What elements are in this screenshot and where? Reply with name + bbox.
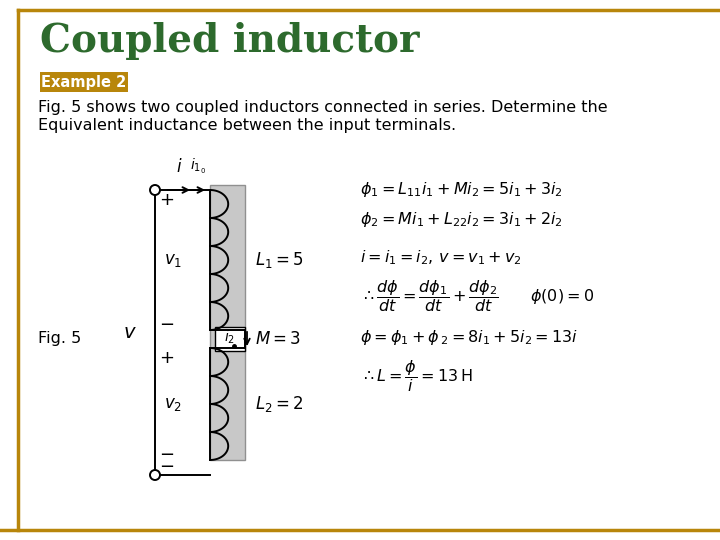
Text: $i_2$: $i_2$ [225, 328, 235, 346]
Text: $\phi_1 = L_{11}i_1 + Mi_2 = 5i_1 + 3i_2$: $\phi_1 = L_{11}i_1 + Mi_2 = 5i_1 + 3i_2… [360, 180, 563, 199]
Text: $i_{1_0}$: $i_{1_0}$ [190, 157, 206, 176]
Text: Fig. 5: Fig. 5 [38, 332, 81, 347]
Text: $\phi_2 = Mi_1 + L_{22}i_2 = 3i_1 + 2i_2$: $\phi_2 = Mi_1 + L_{22}i_2 = 3i_1 + 2i_2… [360, 210, 563, 229]
Text: Coupled inductor: Coupled inductor [40, 22, 420, 60]
Text: $L_2 = 2$: $L_2 = 2$ [255, 394, 304, 414]
Text: $i = i_1 = i_2,\, v = v_1 + v_2$: $i = i_1 = i_2,\, v = v_1 + v_2$ [360, 248, 522, 267]
Text: $v_2$: $v_2$ [164, 395, 182, 413]
FancyBboxPatch shape [40, 72, 128, 92]
Text: $v$: $v$ [123, 323, 137, 342]
Circle shape [150, 185, 160, 195]
Text: −: − [159, 458, 174, 476]
Text: $\therefore \dfrac{d\phi}{dt} = \dfrac{d\phi_1}{dt} + \dfrac{d\phi_2}{dt} \qquad: $\therefore \dfrac{d\phi}{dt} = \dfrac{d… [360, 278, 594, 314]
Text: −: − [159, 316, 174, 334]
Text: −: − [159, 446, 174, 464]
Circle shape [150, 470, 160, 480]
Text: $i$: $i$ [176, 158, 182, 176]
Text: $v_1$: $v_1$ [164, 251, 182, 269]
Text: +: + [159, 349, 174, 367]
Text: Equivalent inductance between the input terminals.: Equivalent inductance between the input … [38, 118, 456, 133]
FancyBboxPatch shape [210, 185, 245, 460]
Text: $\phi = \phi_1 + \phi_{\,2} = 8i_1 + 5i_2 = 13i$: $\phi = \phi_1 + \phi_{\,2} = 8i_1 + 5i_… [360, 328, 578, 347]
Text: Example 2: Example 2 [41, 75, 127, 90]
FancyBboxPatch shape [215, 327, 245, 351]
Text: Fig. 5 shows two coupled inductors connected in series. Determine the: Fig. 5 shows two coupled inductors conne… [38, 100, 608, 115]
Text: $M = 3$: $M = 3$ [255, 330, 301, 348]
Text: +: + [159, 191, 174, 209]
Text: $\therefore L = \dfrac{\phi}{i} = 13\,\mathrm{H}$: $\therefore L = \dfrac{\phi}{i} = 13\,\m… [360, 358, 472, 394]
Text: $L_1 = 5$: $L_1 = 5$ [255, 250, 304, 270]
